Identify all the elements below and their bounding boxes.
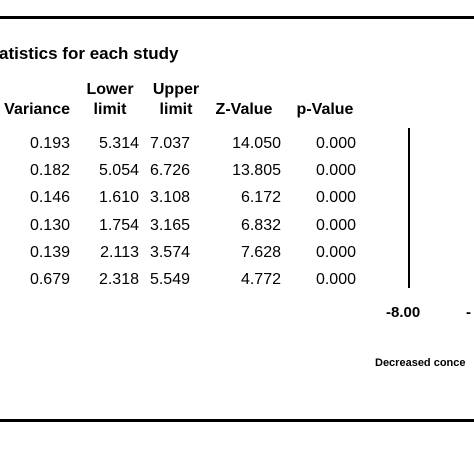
cell-lower-row-6: 2.318: [98, 271, 139, 288]
forest-tick-label-2: -: [466, 304, 471, 321]
forest-tick-label-1: -8.00: [386, 304, 421, 321]
forest-plot-axis-line: [408, 128, 410, 288]
cell-variance-row-4: 0.130: [29, 216, 70, 234]
cell-upper-row-5: 3.574: [149, 243, 190, 261]
cell-lower-row-5: 2.113: [100, 243, 139, 261]
cell-p-row-6: 0.000: [315, 271, 356, 288]
cell-lower-row-3: 1.610: [98, 189, 139, 207]
top-border: [0, 16, 474, 19]
cell-z-row-1: 14.050: [232, 135, 281, 152]
cell-variance-row-1: 0.193: [29, 135, 70, 152]
cell-variance-row-6: 0.679: [29, 271, 70, 288]
column-header-upper-line1: Upper: [152, 81, 200, 98]
cell-p-row-4: 0.000: [315, 216, 356, 234]
cell-upper-row-2: 6.726: [149, 162, 190, 180]
cell-z-row-5: 7.628: [240, 243, 281, 261]
cell-lower-row-4: 1.754: [98, 216, 139, 234]
column-header-upper: limit: [159, 101, 193, 118]
cell-z-row-3: 6.172: [240, 189, 281, 207]
cell-z-row-2: 13.805: [232, 162, 281, 180]
column-header-lower-line1: Lower: [86, 81, 134, 98]
column-header-p: p-Value: [296, 101, 354, 118]
column-header-variance: Variance: [4, 101, 70, 118]
column-header-lower: limit: [93, 101, 127, 118]
cell-p-row-3: 0.000: [315, 189, 356, 207]
cell-variance-row-2: 0.182: [29, 162, 70, 180]
cell-z-row-4: 6.832: [240, 216, 281, 234]
cell-lower-row-1: 5.314: [98, 135, 139, 152]
cell-p-row-5: 0.000: [315, 243, 356, 261]
cell-lower-row-2: 5.054: [98, 162, 139, 180]
cell-upper-row-3: 3.108: [149, 189, 190, 207]
panel-title: atistics for each study: [0, 44, 179, 63]
cell-upper-row-6: 5.549: [149, 271, 190, 288]
cell-z-row-6: 4.772: [240, 271, 281, 288]
cell-variance-row-5: 0.139: [29, 243, 70, 261]
column-header-z: Z-Value: [215, 101, 273, 118]
cell-variance-row-3: 0.146: [29, 189, 70, 207]
cell-upper-row-4: 3.165: [149, 216, 190, 234]
cell-upper-row-1: 7.037: [149, 135, 190, 152]
cell-p-row-2: 0.000: [315, 162, 356, 180]
bottom-border: [0, 419, 474, 422]
cell-p-row-1: 0.000: [315, 135, 356, 152]
forest-axis-caption: Decreased conce: [375, 357, 466, 369]
